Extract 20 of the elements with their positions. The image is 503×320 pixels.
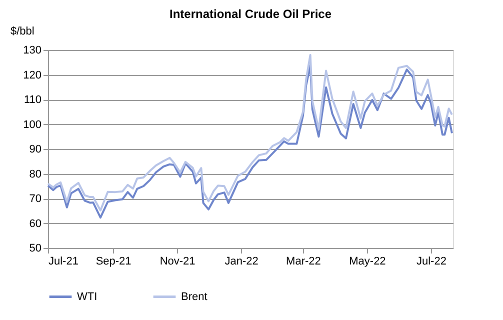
- y-tick-label: 120: [23, 69, 42, 82]
- x-tick-label: Mar-22: [286, 256, 321, 268]
- legend-label: Brent: [181, 290, 208, 303]
- x-tick-label: Jan-22: [224, 256, 258, 268]
- x-tick-label: Jul-21: [48, 256, 78, 268]
- y-tick-label: 80: [29, 168, 42, 180]
- chart-title: International Crude Oil Price: [169, 7, 332, 21]
- x-tick-label: Sep-21: [96, 256, 132, 268]
- y-tick-label: 130: [23, 44, 42, 56]
- y-tick-label: 50: [29, 242, 42, 254]
- y-axis-title: $/bbl: [10, 26, 34, 38]
- legend-label: WTI: [77, 290, 98, 303]
- x-tick-label: Nov-21: [160, 256, 196, 268]
- x-tick-label: May-22: [349, 256, 386, 268]
- x-tick-label: Jul-22: [416, 256, 446, 268]
- y-tick-label: 70: [29, 193, 42, 205]
- y-tick-label: 90: [29, 144, 42, 156]
- y-tick-label: 60: [29, 218, 42, 230]
- y-tick-label: 110: [24, 94, 42, 106]
- y-tick-label: 100: [23, 118, 42, 131]
